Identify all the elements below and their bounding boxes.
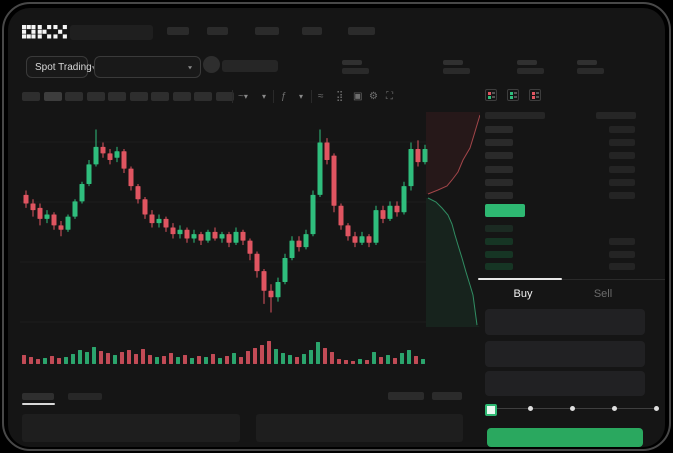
stat-value-placeholder — [577, 68, 604, 74]
timeframe-button[interactable] — [151, 92, 169, 101]
ask-price-placeholder[interactable] — [485, 192, 513, 199]
orderbook-header-amount — [596, 112, 636, 119]
nav-item-placeholder[interactable] — [167, 27, 189, 35]
slider-stop-dot[interactable] — [528, 406, 533, 411]
fullscreen-icon[interactable]: ⛶ — [386, 91, 393, 102]
tab-divider — [478, 279, 665, 280]
stat-value-placeholder — [342, 68, 369, 74]
pair-selector-dropdown[interactable]: ▾ — [94, 56, 201, 78]
tab-sell[interactable]: Sell — [593, 288, 613, 300]
timeframe-button[interactable] — [129, 92, 148, 101]
timeframe-button[interactable] — [86, 92, 105, 101]
timeframe-button[interactable] — [22, 92, 40, 101]
book-asks-icon[interactable] — [529, 89, 541, 101]
timeframe-button[interactable] — [108, 92, 126, 101]
ask-amount-placeholder — [609, 165, 635, 173]
camera-icon[interactable]: ▣ — [353, 91, 363, 102]
compare-icon[interactable]: ⣽ — [336, 91, 344, 102]
slider-stop-dot[interactable] — [570, 406, 575, 411]
settings-gear-icon[interactable]: ⚙ — [369, 91, 378, 102]
trading-mode-label: Spot Trading — [35, 61, 92, 73]
trading-mode-selector[interactable]: Spot Trading ▾ — [26, 56, 96, 78]
bid-amount-placeholder — [609, 238, 635, 245]
chevron-down-icon: ▾ — [92, 63, 96, 70]
timeframe-button[interactable] — [172, 92, 191, 101]
pair-title-placeholder — [222, 60, 278, 72]
bid-amount-placeholder — [609, 263, 635, 270]
fx-chevron-icon[interactable]: ▾ — [299, 92, 304, 101]
depth-chart-overlay — [426, 112, 480, 327]
bid-price-placeholder[interactable] — [485, 225, 513, 232]
book-combined-icon[interactable] — [485, 89, 497, 101]
stat-label-placeholder — [577, 60, 597, 65]
okx-logo — [22, 25, 67, 39]
timeframe-button[interactable] — [215, 92, 234, 101]
active-tab-underline — [22, 403, 55, 405]
nav-item-placeholder[interactable] — [348, 27, 375, 35]
amount-slider[interactable] — [485, 400, 661, 418]
stat-label-placeholder — [342, 60, 362, 65]
ask-amount-placeholder — [609, 178, 635, 186]
nav-item-placeholder[interactable] — [207, 27, 228, 35]
slider-stop-dot[interactable] — [654, 406, 659, 411]
orderbook-header-price — [485, 112, 545, 119]
amount-input[interactable] — [485, 341, 645, 367]
ask-price-placeholder[interactable] — [485, 178, 513, 186]
bottom-right-tab-1[interactable] — [388, 392, 424, 400]
buy-submit-button[interactable] — [487, 428, 643, 447]
bid-price-placeholder[interactable] — [485, 263, 513, 270]
ask-price-placeholder[interactable] — [485, 152, 513, 160]
orders-panel — [22, 414, 240, 442]
timeframe-button[interactable] — [65, 92, 83, 101]
stat-value-placeholder — [443, 68, 470, 74]
app-window: Spot Trading ▾ ▾ ~▾ ▾ ƒ ▾ ≈ ⣽ ▣ ⚙ ⛶ — [8, 8, 665, 447]
timeframe-button[interactable] — [194, 92, 212, 101]
total-input[interactable] — [485, 371, 645, 396]
bid-price-placeholder[interactable] — [485, 238, 513, 245]
timeframe-button[interactable] — [43, 92, 62, 101]
candle-type-icon[interactable]: ~▾ — [238, 91, 248, 102]
candlestick-chart[interactable] — [20, 108, 430, 332]
ask-price-placeholder[interactable] — [485, 139, 513, 147]
nav-item-placeholder[interactable] — [302, 27, 322, 35]
coin-avatar — [203, 56, 220, 73]
ask-price-placeholder[interactable] — [485, 165, 513, 173]
price-input[interactable] — [485, 309, 645, 335]
ask-amount-placeholder — [609, 152, 635, 160]
line-tool-icon[interactable]: ≈ — [318, 91, 324, 102]
indicator-fx-icon[interactable]: ƒ — [281, 91, 287, 102]
ask-amount-placeholder — [609, 192, 635, 199]
stat-value-placeholder — [517, 68, 544, 74]
ask-amount-placeholder — [609, 126, 635, 133]
book-bids-icon[interactable] — [507, 89, 519, 101]
bottom-tab-history[interactable] — [68, 393, 102, 400]
tab-buy[interactable]: Buy — [513, 288, 533, 300]
nav-item-placeholder[interactable] — [255, 27, 279, 35]
stat-label-placeholder — [517, 60, 537, 65]
interval-chevron-icon[interactable]: ▾ — [262, 92, 267, 101]
bid-amount-placeholder — [609, 251, 635, 258]
stat-label-placeholder — [443, 60, 463, 65]
positions-panel — [256, 414, 463, 442]
volume-bars — [22, 341, 425, 364]
ask-amount-placeholder — [609, 139, 635, 147]
bottom-tab-orders[interactable] — [22, 393, 54, 400]
ask-price-placeholder[interactable] — [485, 126, 513, 133]
buy-tab-indicator — [478, 278, 562, 280]
bottom-right-tab-2[interactable] — [432, 392, 462, 400]
chevron-down-icon: ▾ — [187, 63, 192, 71]
last-price-badge[interactable] — [485, 204, 525, 217]
header-search-placeholder[interactable] — [70, 25, 153, 40]
bid-price-placeholder[interactable] — [485, 251, 513, 258]
slider-handle[interactable] — [485, 404, 497, 416]
slider-stop-dot[interactable] — [612, 406, 617, 411]
